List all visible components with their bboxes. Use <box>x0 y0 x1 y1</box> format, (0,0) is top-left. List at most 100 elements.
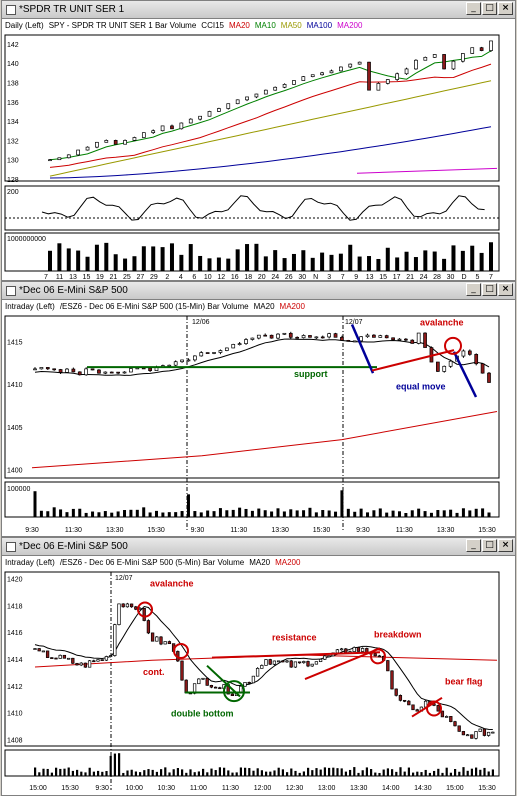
candle-body <box>65 368 69 373</box>
volume-bar <box>429 512 433 517</box>
candle-body <box>415 709 419 712</box>
candle-body <box>205 352 210 354</box>
avalanche-label: avalanche <box>150 579 194 589</box>
volume-bar <box>270 511 274 517</box>
candle-body <box>207 111 212 117</box>
candle-body <box>52 368 57 371</box>
volume-bar <box>139 772 142 776</box>
x-tick-label: 17 <box>393 274 401 281</box>
window-titlebar[interactable]: *Dec 06 E-Mini S&P 500 _ □ × <box>2 538 515 556</box>
candle-body <box>134 606 138 610</box>
breakdown-label: breakdown <box>374 630 422 640</box>
candle-body <box>209 685 214 688</box>
candle-body <box>308 335 312 338</box>
volume-bar <box>315 768 318 776</box>
price-tick-label: 130 <box>7 158 19 165</box>
volume-bar <box>34 767 37 776</box>
volume-bar <box>489 242 493 271</box>
candle-body <box>155 636 159 642</box>
candle-body <box>302 661 306 664</box>
avalanche-circle <box>444 336 462 355</box>
volume-bar <box>479 252 484 271</box>
price-tick-label: 1420 <box>7 577 23 584</box>
candle-body <box>167 641 172 645</box>
volume-bar <box>238 507 242 517</box>
volume-bar <box>57 243 62 271</box>
volume-bar <box>404 251 409 271</box>
es-15min-chart[interactable]: 1415 1410 1405 1400 12/06 12/07 support avalanc… <box>2 312 515 537</box>
candle-body <box>357 61 362 65</box>
volume-bar <box>344 771 347 776</box>
volume-bar <box>454 768 457 776</box>
maximize-button[interactable]: □ <box>482 283 497 296</box>
x-tick-label: 9:30 <box>25 527 39 534</box>
x-tick-label: 15:00 <box>29 785 47 792</box>
legend-item: Daily (Left) <box>5 20 44 30</box>
es-5min-chart[interactable]: 1420 1418 1416 1414 1412 1410 1408 12/07 avalanc… <box>2 568 515 796</box>
candle-body <box>77 371 82 376</box>
candle-body <box>285 660 289 663</box>
candle-body <box>199 352 204 357</box>
window-titlebar[interactable]: *Dec 06 E-Mini S&P 500 _ □ × <box>2 282 515 300</box>
price-panel <box>4 571 500 747</box>
volume-bar <box>468 510 472 517</box>
volume-bar <box>386 768 389 776</box>
volume-bar <box>214 770 217 776</box>
cci-tick-label: 200 <box>7 189 19 196</box>
candle-body <box>329 70 334 74</box>
volume-bar <box>449 772 452 776</box>
maximize-button[interactable]: □ <box>482 539 497 552</box>
price-tick-label: 132 <box>7 138 19 145</box>
legend-item: Intraday (Left) <box>5 301 55 311</box>
candle-body <box>66 154 71 159</box>
volume-bar <box>169 243 174 271</box>
volume-bar <box>256 768 259 776</box>
volume-bar <box>225 510 229 517</box>
candle-body <box>314 336 319 339</box>
candle-body <box>442 365 447 372</box>
volume-bar <box>466 770 469 776</box>
candle-body <box>66 657 71 660</box>
maximize-button[interactable]: □ <box>482 2 497 15</box>
candle-body <box>385 79 390 84</box>
minimize-button[interactable]: _ <box>466 2 481 15</box>
volume-bar <box>151 769 154 776</box>
candle-body <box>205 677 209 686</box>
breakdown-trend <box>304 647 381 681</box>
volume-bar <box>254 243 259 271</box>
volume-bar <box>410 510 414 517</box>
volume-bar <box>332 767 335 776</box>
candle-body <box>100 659 104 661</box>
candle-body <box>327 333 331 338</box>
x-tick-label: 12 <box>217 274 225 281</box>
volume-bar <box>148 512 152 517</box>
candle-body <box>398 695 403 701</box>
candle-body <box>301 335 306 339</box>
trend-line <box>371 349 455 372</box>
volume-bar <box>63 768 66 776</box>
volume-bar <box>391 769 394 776</box>
x-tick-label: 24 <box>420 274 428 281</box>
candle-body <box>198 115 202 120</box>
legend-item: /ESZ6 - Dec 06 E-Mini S&P 500 (15-Min) B… <box>59 301 249 311</box>
volume-bar <box>227 770 230 776</box>
x-tick-label: 5 <box>476 274 480 281</box>
date-label: 12/06 <box>192 319 210 326</box>
candle-body <box>109 371 114 374</box>
volume-bar <box>281 769 284 776</box>
volume-bar <box>416 771 419 776</box>
volume-bar <box>366 512 370 517</box>
close-button[interactable]: × <box>498 283 513 296</box>
candle-body <box>397 338 402 341</box>
price-tick-label: 1418 <box>7 603 23 610</box>
minimize-button[interactable]: _ <box>466 283 481 296</box>
x-tick-label: 11:00 <box>190 785 207 792</box>
candle-body <box>193 355 197 361</box>
price-tick-label: 1410 <box>7 382 23 389</box>
close-button[interactable]: × <box>498 2 513 15</box>
close-button[interactable]: × <box>498 539 513 552</box>
volume-bar <box>474 508 478 517</box>
window-titlebar[interactable]: *SPDR TR UNIT SER 1 _ □ × <box>2 1 515 19</box>
minimize-button[interactable]: _ <box>466 539 481 552</box>
